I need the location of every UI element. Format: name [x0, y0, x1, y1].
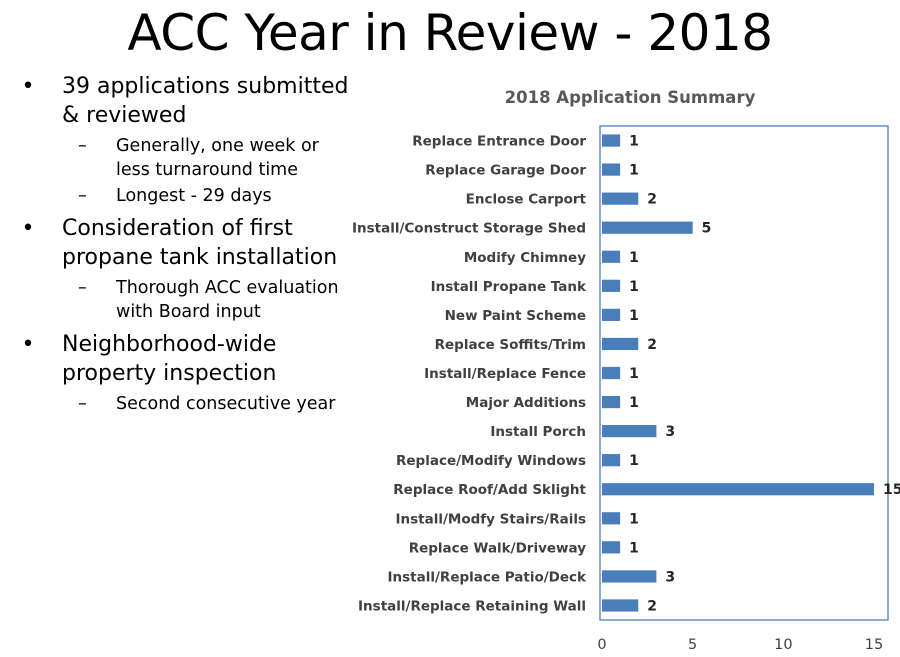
category-label: Replace Walk/Driveway [409, 540, 586, 556]
slide-title: ACC Year in Review - 2018 [127, 4, 773, 62]
bar [602, 308, 621, 321]
data-label: 1 [629, 279, 639, 295]
bar [602, 512, 621, 525]
bar [602, 192, 639, 205]
category-label: Replace/Modify Windows [396, 453, 586, 469]
bar [602, 221, 693, 234]
category-label: Replace Garage Door [425, 163, 586, 179]
data-label: 1 [629, 511, 639, 527]
data-label: 3 [665, 424, 675, 440]
category-label: Install/Replace Retaining Wall [358, 598, 586, 614]
bar [602, 134, 621, 147]
category-label: Install Propane Tank [431, 279, 587, 295]
category-label: Modify Chimney [464, 250, 586, 266]
bar [602, 279, 621, 292]
bar [602, 395, 621, 409]
sub-bullet-item: – Longest - 29 days [18, 184, 358, 208]
category-label: Install/Construct Storage Shed [352, 221, 586, 237]
sub-bullet-dash: – [78, 278, 87, 298]
category-label: Install/Replace Patio/Deck [388, 569, 588, 585]
bullet-text: 39 applications submitted & reviewed [62, 74, 349, 128]
data-label: 1 [629, 395, 639, 411]
bullet-text: Consideration of first propane tank inst… [62, 216, 338, 270]
sub-bullet-item: – Generally, one week or less turnaround … [18, 134, 358, 182]
x-tick-label: 0 [597, 637, 606, 653]
sub-bullet-dash: – [78, 136, 87, 156]
sub-bullet-text: Thorough ACC evaluation with Board input [116, 278, 339, 322]
category-label: Replace Entrance Door [412, 134, 586, 150]
category-label: New Paint Scheme [445, 308, 586, 324]
bullet-item: • Neighborhood-wide property inspection [18, 330, 358, 388]
bullet-dot: • [21, 332, 35, 357]
bar [602, 599, 639, 612]
bullet-dot: • [21, 74, 35, 99]
sub-bullet-dash: – [78, 394, 87, 414]
sub-bullet-dash: – [78, 186, 87, 206]
category-label: Enclose Carport [466, 192, 587, 208]
x-tick-label: 15 [865, 637, 883, 653]
data-label: 15 [883, 482, 900, 498]
bullet-list: • 39 applications submitted & reviewed – Ge… [18, 72, 358, 422]
category-label: Replace Soffits/Trim [435, 337, 586, 353]
bar [602, 483, 874, 496]
bar [602, 163, 621, 176]
data-label: 5 [702, 221, 712, 237]
bar [602, 337, 639, 351]
category-label: Major Additions [466, 395, 586, 411]
bullet-item: • 39 applications submitted & reviewed [18, 72, 358, 130]
sub-bullet-item: – Second consecutive year [18, 392, 358, 416]
bar [602, 454, 621, 467]
bullet-item: • Consideration of first propane tank ins… [18, 214, 358, 272]
bullet-dot: • [21, 216, 35, 241]
bar [602, 541, 621, 554]
data-label: 1 [629, 308, 639, 324]
sub-bullet-text: Longest - 29 days [116, 186, 272, 206]
sub-bullet-text: Generally, one week or less turnaround t… [116, 136, 319, 180]
bullet-text: Neighborhood-wide property inspection [62, 332, 277, 386]
x-tick-label: 10 [774, 637, 792, 653]
data-label: 1 [629, 250, 639, 266]
bar [602, 425, 657, 438]
category-label: Install Porch [490, 424, 586, 440]
data-label: 1 [629, 163, 639, 179]
data-label: 1 [629, 540, 639, 556]
bar [602, 366, 621, 380]
bar [602, 570, 657, 583]
category-label: Install/Modfy Stairs/Rails [396, 511, 587, 527]
data-label: 2 [647, 192, 657, 208]
data-label: 2 [647, 598, 657, 614]
data-label: 1 [629, 134, 639, 150]
plot-frame [599, 125, 889, 621]
data-label: 1 [629, 453, 639, 469]
data-label: 1 [629, 366, 639, 382]
bar [602, 250, 621, 263]
category-label: Install/Replace Fence [424, 366, 586, 382]
x-tick-label: 5 [688, 637, 697, 653]
chart-title: 2018 Application Summary [505, 88, 756, 107]
bar-chart: 2018 Application Summary Replace Entrance… [352, 88, 900, 653]
data-label: 2 [647, 337, 657, 353]
data-label: 3 [665, 569, 675, 585]
category-label: Replace Roof/Add Sklight [393, 482, 586, 498]
sub-bullet-text: Second consecutive year [116, 394, 336, 414]
sub-bullet-item: – Thorough ACC evaluation with Board inpu… [18, 276, 358, 324]
